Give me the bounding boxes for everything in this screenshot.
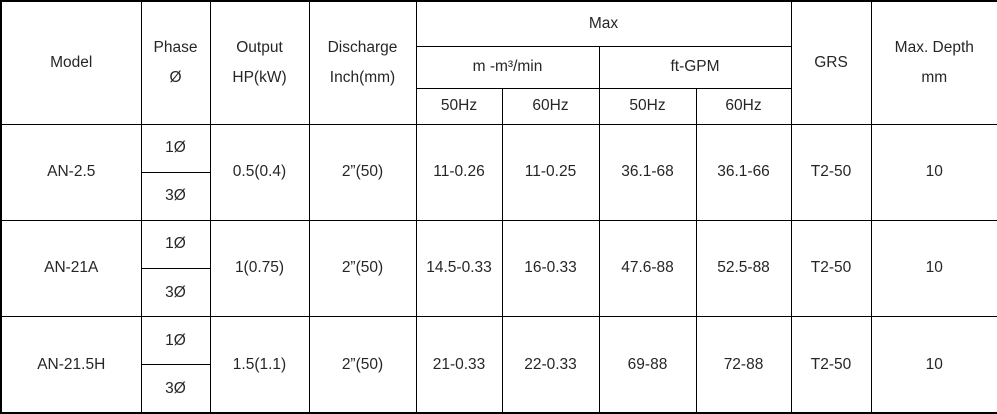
header-grs: GRS bbox=[790, 0, 872, 125]
imperial-60hz-cell: 52.5-88 bbox=[695, 219, 792, 318]
output-cell: 0.5(0.4) bbox=[209, 123, 310, 221]
header-metric-60hz: 60Hz bbox=[501, 87, 600, 125]
header-unit-metric: m -m³/min bbox=[415, 45, 600, 89]
header-discharge-line1: Discharge bbox=[327, 38, 398, 56]
imperial-50hz-cell: 47.6-88 bbox=[598, 219, 697, 318]
header-output-line1: Output bbox=[236, 38, 283, 56]
header-row-1: Model Phase Ø Output HP(kW) Discharge In… bbox=[0, 0, 997, 125]
metric-60hz-cell: 11-0.25 bbox=[501, 123, 600, 221]
metric-60hz-cell: 22-0.33 bbox=[501, 316, 600, 414]
model-cell: AN-21A bbox=[0, 219, 142, 318]
header-discharge-line2: Inch(mm) bbox=[329, 68, 396, 86]
table-row-an-2-5-phase1: AN-2.5 1Ø 0.5(0.4) 2”(50) 11-0.26 11-0.2… bbox=[0, 123, 997, 221]
phase-3-cell: 3Ø bbox=[140, 267, 211, 318]
output-cell: 1(0.75) bbox=[209, 219, 310, 318]
header-imperial-50hz: 50Hz bbox=[598, 87, 697, 125]
metric-50hz-cell: 14.5-0.33 bbox=[415, 219, 503, 318]
table-row-an-21-5h-phase3: 3Ø bbox=[1, 364, 997, 414]
table-row-an-21a-phase3: 3Ø bbox=[1, 267, 997, 318]
header-output-line2: HP(kW) bbox=[232, 68, 287, 86]
phase-1-cell: 1Ø bbox=[140, 219, 211, 269]
discharge-cell: 2”(50) bbox=[308, 316, 417, 414]
grs-cell: T2-50 bbox=[790, 316, 872, 414]
phase-1-cell: 1Ø bbox=[140, 123, 211, 173]
header-imperial-60hz: 60Hz bbox=[695, 87, 792, 125]
table-row-an-2-5-phase3: 3Ø bbox=[1, 171, 997, 221]
grs-cell: T2-50 bbox=[790, 123, 872, 221]
metric-50hz-cell: 11-0.26 bbox=[415, 123, 503, 221]
header-row-3: 50Hz 60Hz 50Hz 60Hz bbox=[1, 87, 997, 125]
metric-60hz-cell: 16-0.33 bbox=[501, 219, 600, 318]
discharge-cell: 2”(50) bbox=[308, 219, 417, 318]
imperial-60hz-cell: 36.1-66 bbox=[695, 123, 792, 221]
header-max: Max bbox=[415, 0, 792, 47]
header-discharge: Discharge Inch(mm) bbox=[308, 0, 417, 125]
imperial-50hz-cell: 69-88 bbox=[598, 316, 697, 414]
imperial-60hz-cell: 72-88 bbox=[695, 316, 792, 414]
header-metric-50hz: 50Hz bbox=[415, 87, 503, 125]
table-row-an-21a-phase1: AN-21A 1Ø 1(0.75) 2”(50) 14.5-0.33 16-0.… bbox=[0, 219, 997, 318]
table-row-an-21-5h-phase1: AN-21.5H 1Ø 1.5(1.1) 2”(50) 21-0.33 22-0… bbox=[0, 316, 997, 414]
header-max-depth-line1: Max. Depth bbox=[894, 38, 974, 56]
header-row-2: m -m³/min ft-GPM bbox=[1, 45, 997, 89]
phase-3-cell: 3Ø bbox=[140, 171, 211, 221]
phase-3-cell: 3Ø bbox=[140, 364, 211, 414]
phase-1-cell: 1Ø bbox=[140, 316, 211, 366]
grs-cell: T2-50 bbox=[790, 219, 872, 318]
header-phase-symbol: Ø bbox=[169, 68, 182, 86]
discharge-cell: 2”(50) bbox=[308, 123, 417, 221]
header-max-depth: Max. Depth mm bbox=[870, 0, 997, 125]
model-cell: AN-21.5H bbox=[0, 316, 142, 414]
header-max-depth-line2: mm bbox=[921, 68, 948, 86]
imperial-50hz-cell: 36.1-68 bbox=[598, 123, 697, 221]
model-cell: AN-2.5 bbox=[0, 123, 142, 221]
header-phase-line1: Phase bbox=[153, 38, 198, 56]
header-model: Model bbox=[0, 0, 142, 125]
output-cell: 1.5(1.1) bbox=[209, 316, 310, 414]
header-unit-imperial: ft-GPM bbox=[598, 45, 792, 89]
header-phase: Phase Ø bbox=[140, 0, 211, 125]
header-output: Output HP(kW) bbox=[209, 0, 310, 125]
depth-cell: 10 bbox=[870, 123, 997, 221]
depth-cell: 10 bbox=[870, 316, 997, 414]
metric-50hz-cell: 21-0.33 bbox=[415, 316, 503, 414]
depth-cell: 10 bbox=[870, 219, 997, 318]
